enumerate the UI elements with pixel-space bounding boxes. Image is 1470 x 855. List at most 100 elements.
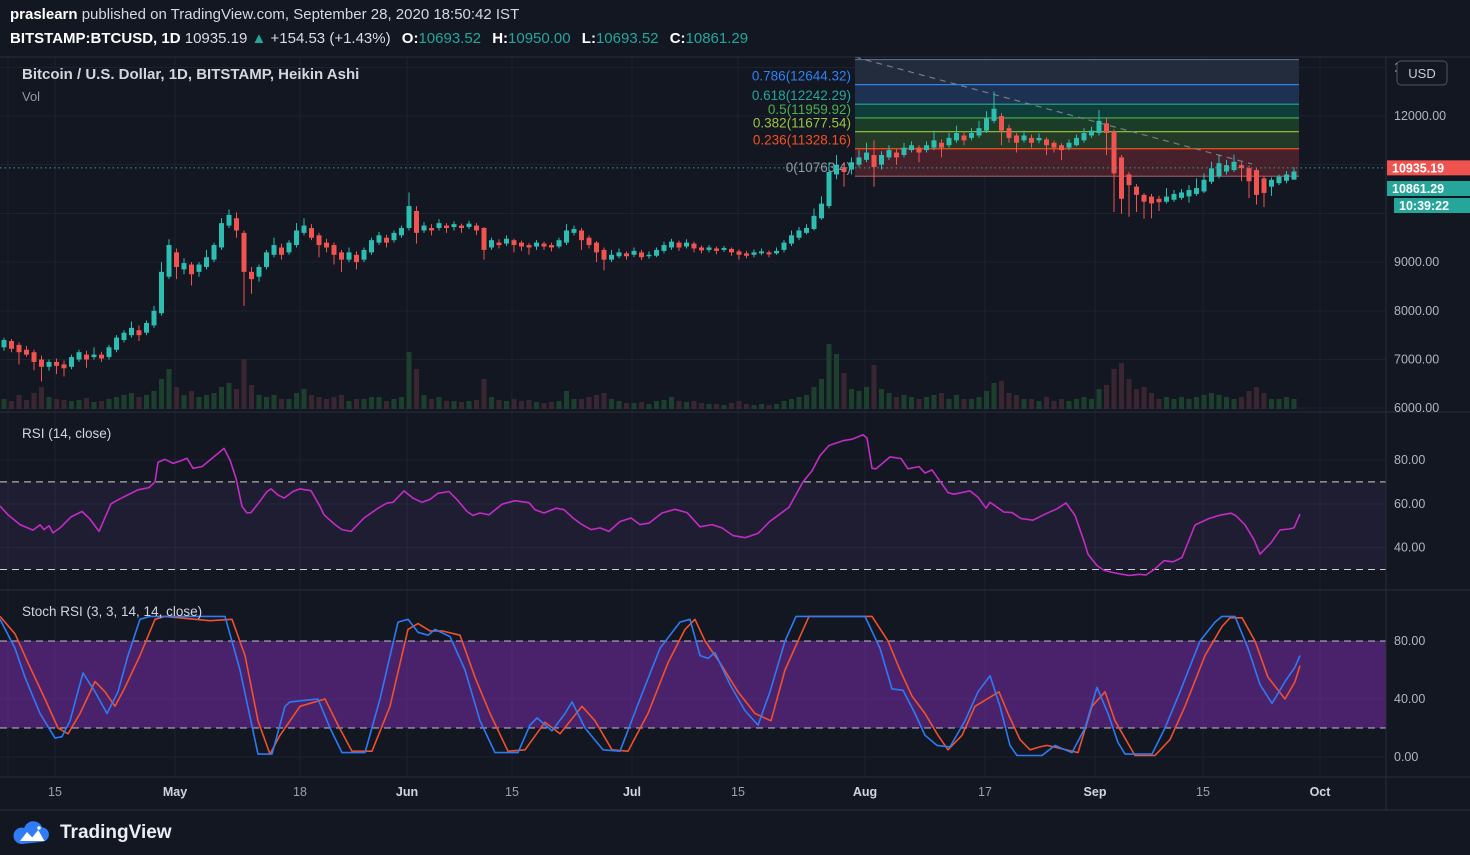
candle-body — [1006, 128, 1012, 138]
volume-bar — [796, 397, 802, 409]
volume-bar — [256, 395, 262, 409]
bar-countdown-tag: 10:39:22 — [1394, 198, 1470, 213]
symbol-info-bar: BITSTAMP:BTCUSD, 1D 10935.19 ▲ +154.53 (… — [10, 30, 748, 47]
volume-bar — [196, 397, 202, 409]
open-label: O: — [401, 30, 419, 47]
candle-body — [639, 252, 644, 258]
volume-indicator-label: Vol — [22, 89, 41, 104]
volume-bar — [541, 403, 547, 409]
rsi-indicator-label: RSI (14, close) — [22, 426, 112, 441]
candle-body — [706, 247, 712, 250]
price-scale-label: 9000.00 — [1394, 255, 1439, 269]
volume-bar — [984, 391, 989, 409]
tradingview-logo-text[interactable]: TradingView — [60, 821, 172, 843]
volume-bar — [174, 387, 179, 409]
candle-body — [466, 223, 472, 228]
volume-bar — [16, 395, 22, 409]
fib-level-label: 0.382(11677.54) — [753, 116, 851, 131]
volume-bar — [369, 397, 374, 409]
volume-bar — [376, 397, 382, 409]
volume-bar — [1269, 399, 1274, 409]
price-scale-label: 6000.00 — [1394, 401, 1439, 415]
volume-bar — [406, 352, 412, 409]
volume-bar — [924, 397, 929, 409]
currency-usd-button[interactable]: USD — [1396, 60, 1448, 86]
time-scale[interactable]: 15 May 18 Jun 15 Jul 15 Aug 17 Sep 15 Oct — [48, 785, 1331, 799]
volume-bar — [451, 401, 457, 409]
volume-bar — [661, 400, 667, 409]
volume-bar — [811, 387, 817, 409]
candle-body — [301, 225, 307, 233]
candle-body — [189, 264, 194, 275]
candle-body — [339, 252, 344, 260]
volume-bar — [24, 400, 29, 409]
candle-body — [811, 215, 817, 229]
candle-body — [1126, 174, 1132, 186]
volume-bar — [324, 399, 329, 409]
tradingview-logo-icon[interactable] — [12, 819, 52, 847]
candle-body — [361, 249, 367, 260]
rsi-scale-label: 60.00 — [1394, 497, 1425, 511]
volume-bar — [1074, 399, 1079, 409]
candle-body — [819, 203, 824, 219]
candle-body — [841, 167, 847, 173]
candle-body — [31, 352, 37, 362]
candle-body — [1164, 196, 1169, 202]
candle-body — [804, 228, 809, 233]
volume-bar — [699, 403, 704, 409]
candle-body — [226, 214, 232, 226]
volume-bar — [384, 401, 389, 409]
candle-body — [166, 245, 172, 277]
candle-body — [609, 254, 614, 260]
candle-body — [414, 210, 419, 233]
candle-body — [1276, 176, 1282, 184]
candle-body — [144, 322, 149, 333]
volume-bar — [624, 403, 629, 409]
volume-bar — [1231, 399, 1237, 409]
stoch-band — [0, 641, 1386, 728]
candle-body — [1089, 130, 1094, 136]
price-scale[interactable]: 13000.0012000.009000.008000.007000.00600… — [1394, 60, 1446, 764]
high-label: H: — [492, 30, 509, 47]
candle-body — [909, 145, 914, 151]
volume-bar — [309, 395, 314, 409]
volume-bar — [954, 395, 959, 409]
volume-bar — [691, 401, 697, 409]
fib-level-label: 0.786(12644.32) — [752, 69, 851, 84]
candle-body — [204, 257, 209, 267]
candle-body — [474, 225, 479, 231]
candle-body — [999, 116, 1004, 131]
volume-bar — [1224, 397, 1229, 409]
close-price-tag: 10861.29 — [1387, 181, 1470, 196]
volume-bar — [211, 393, 217, 409]
candle-body — [759, 251, 764, 254]
volume-bar — [1149, 393, 1154, 409]
fib-retracement[interactable]: 0.786(12644.32) 0.618(12242.29)0.5(11959.… — [752, 56, 1299, 177]
candle-body — [1044, 139, 1049, 146]
trendline-dashed[interactable] — [854, 56, 1253, 165]
time-scale-label: 17 — [978, 785, 992, 799]
candle-body — [69, 357, 74, 367]
volume-bar — [151, 391, 157, 409]
volume-bar — [1021, 399, 1027, 409]
volume-bar — [594, 395, 599, 409]
volume-bar — [99, 401, 104, 409]
volume-bar — [286, 399, 292, 409]
candle-body — [721, 247, 727, 250]
volume-bar — [616, 401, 622, 409]
candle-body — [1051, 142, 1057, 148]
volume-bar — [511, 399, 517, 409]
volume-bar — [1156, 399, 1162, 409]
candle-body — [219, 223, 224, 248]
candle-body — [369, 240, 374, 253]
volume-bar — [264, 397, 269, 409]
volume-bar — [826, 344, 832, 409]
candle-body — [1284, 174, 1289, 181]
candle-body — [541, 243, 547, 247]
candle-body — [61, 364, 67, 369]
volume-bar — [391, 399, 397, 409]
price-scale-label: 12000.00 — [1394, 109, 1446, 123]
symbol-name: BITSTAMP:BTCUSD, 1D — [10, 30, 181, 47]
candle-body — [444, 225, 449, 229]
